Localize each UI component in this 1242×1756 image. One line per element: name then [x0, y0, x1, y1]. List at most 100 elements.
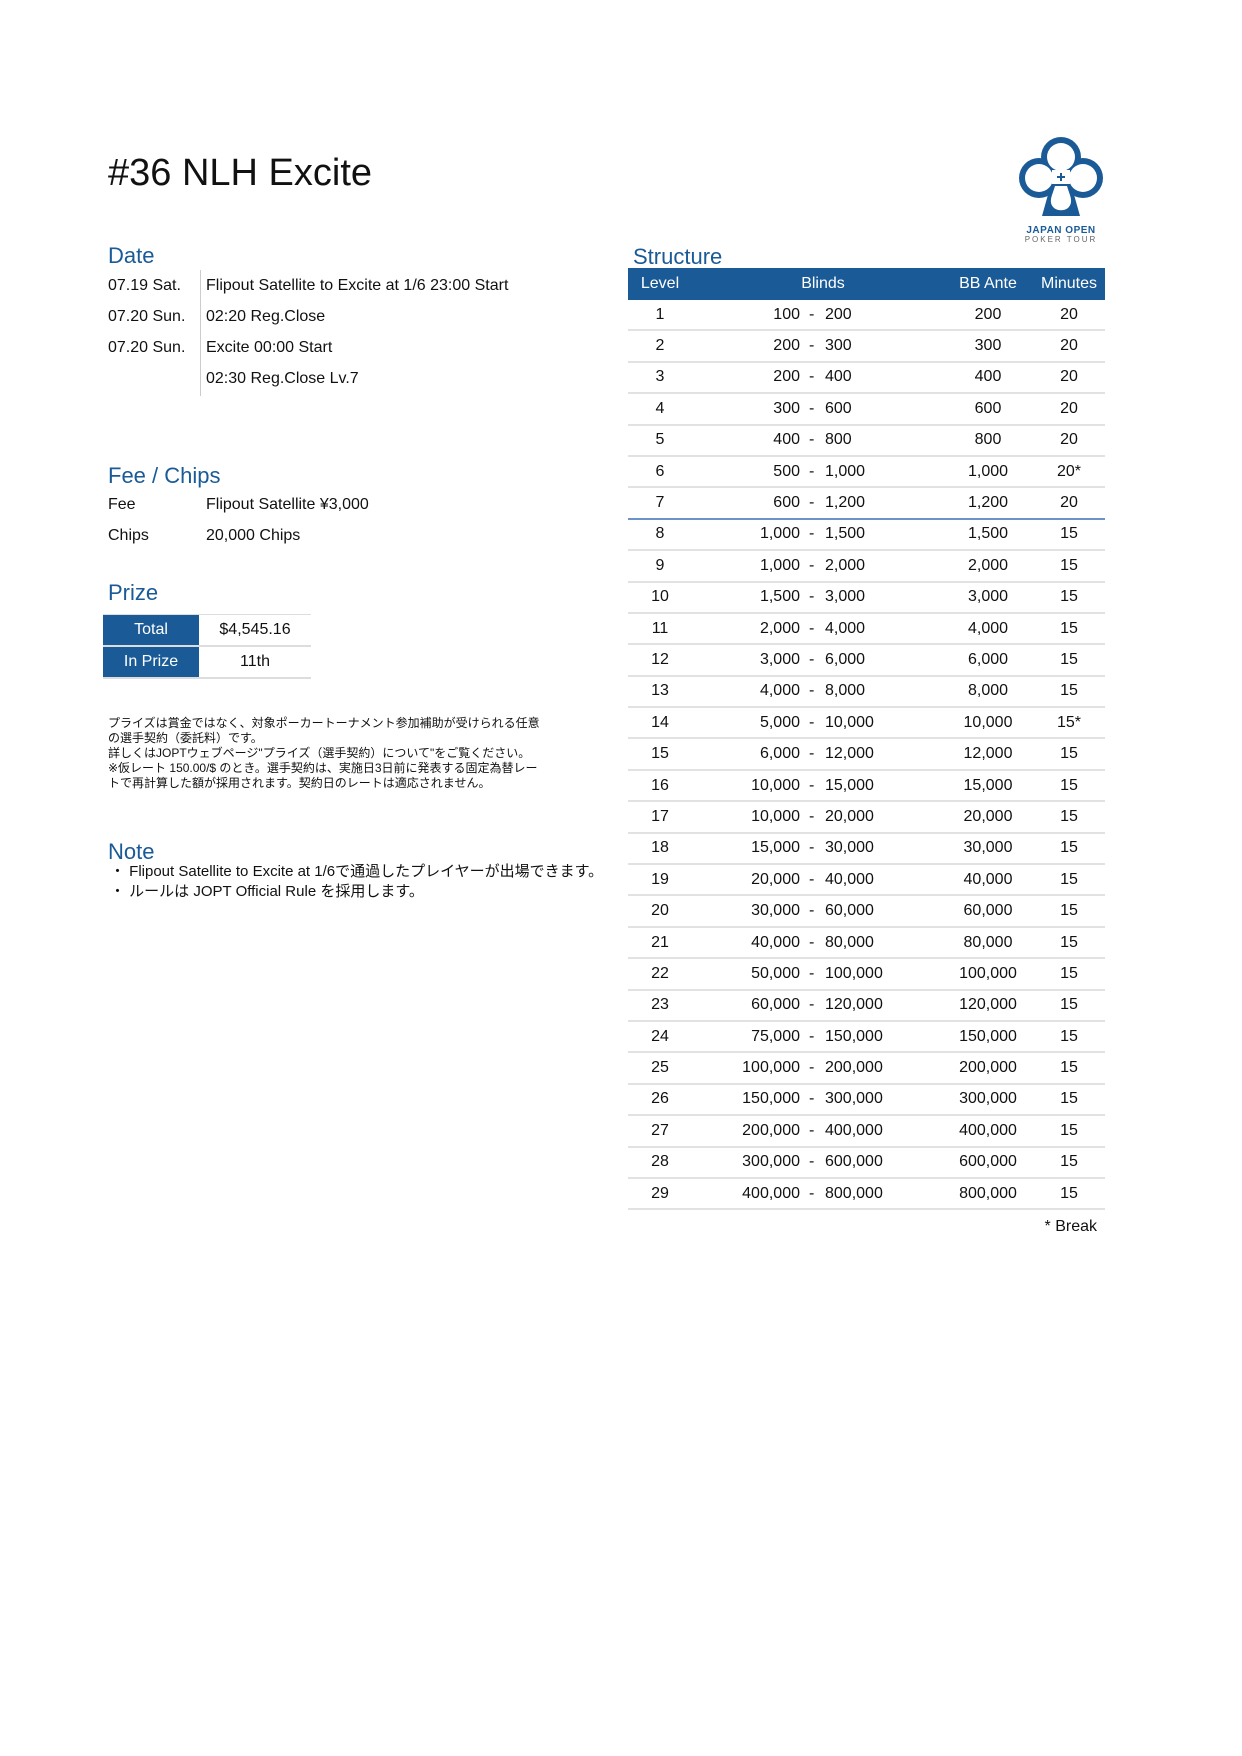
- level-cell: 14: [651, 713, 669, 731]
- ante-cell: 2,000: [967, 556, 1009, 574]
- ante-cell: 400,000: [959, 1121, 1017, 1139]
- blind-separator: -: [809, 807, 815, 825]
- big-blind-cell: 800,000: [825, 1184, 883, 1202]
- small-blind-cell: 300,000: [742, 1153, 800, 1171]
- big-blind-cell: 4,000: [825, 619, 866, 637]
- big-blind-cell: 600,000: [825, 1153, 883, 1171]
- blind-separator: -: [809, 1121, 815, 1139]
- blind-separator: -: [809, 337, 815, 355]
- ante-cell: 400: [974, 368, 1002, 386]
- minutes-cell: 15: [1060, 1153, 1078, 1171]
- big-blind-cell: 200,000: [825, 1059, 883, 1077]
- big-blind-cell: 100,000: [825, 964, 883, 982]
- structure-row: 24 75,000-150,000 150,000 15: [628, 1022, 1105, 1054]
- ante-cell: 800: [974, 431, 1002, 449]
- ante-cell: 600,000: [959, 1153, 1017, 1171]
- minutes-cell: 15: [1060, 525, 1078, 543]
- level-cell: 7: [655, 494, 665, 512]
- small-blind-cell: 400,000: [742, 1184, 800, 1202]
- blind-separator: -: [809, 964, 815, 982]
- minutes-cell: 15: [1060, 776, 1078, 794]
- chips-label: Chips: [108, 527, 149, 544]
- small-blind-cell: 200: [773, 337, 800, 355]
- minutes-cell: 15: [1060, 745, 1078, 763]
- prize-table: Total $4,545.16 In Prize 11th: [103, 614, 311, 679]
- ante-cell: 4,000: [967, 619, 1009, 637]
- blind-separator: -: [809, 1153, 815, 1171]
- small-blind-cell: 75,000: [751, 1027, 800, 1045]
- small-blind-cell: 30,000: [751, 902, 800, 920]
- structure-row: 5 400-800 800 20: [628, 426, 1105, 457]
- blind-separator: -: [809, 933, 815, 951]
- ante-cell: 200,000: [959, 1059, 1017, 1077]
- small-blind-cell: 15,000: [751, 839, 800, 857]
- minutes-cell: 15: [1060, 933, 1078, 951]
- fee-heading: Fee / Chips: [108, 463, 221, 488]
- structure-row: 9 1,000-2,000 2,000 15: [628, 551, 1105, 583]
- structure-row: 8 1,000-1,500 1,500 15: [628, 520, 1105, 552]
- big-blind-cell: 600: [825, 399, 852, 417]
- minutes-cell: 20: [1060, 305, 1078, 323]
- ante-cell: 80,000: [963, 933, 1013, 951]
- ante-cell: 15,000: [963, 776, 1013, 794]
- structure-heading: Structure: [633, 244, 723, 269]
- date-row: 07.19 Sat.: [108, 277, 181, 295]
- total-value: $4,545.16: [199, 614, 311, 647]
- prize-total-row: Total $4,545.16: [103, 614, 311, 647]
- minutes-cell: 15: [1060, 556, 1078, 574]
- structure-row: 12 3,000-6,000 6,000 15: [628, 645, 1105, 677]
- level-cell: 5: [655, 431, 665, 449]
- minutes-cell: 20: [1060, 368, 1078, 386]
- minutes-cell: 15: [1060, 588, 1078, 606]
- level-cell: 22: [651, 964, 669, 982]
- col-blinds: Blinds: [801, 275, 845, 292]
- note-item: ・ Flipout Satellite to Excite at 1/6で通過し…: [110, 863, 604, 880]
- small-blind-cell: 10,000: [751, 776, 800, 794]
- small-blind-cell: 10,000: [751, 807, 800, 825]
- level-cell: 27: [651, 1121, 669, 1139]
- structure-row: 6 500-1,000 1,000 20*: [628, 457, 1105, 489]
- big-blind-cell: 300,000: [825, 1090, 883, 1108]
- level-cell: 10: [651, 588, 669, 606]
- structure-row: 15 6,000-12,000 12,000 15: [628, 739, 1105, 771]
- ante-cell: 100,000: [959, 964, 1017, 982]
- blind-separator: -: [809, 1027, 815, 1045]
- level-cell: 17: [651, 807, 669, 825]
- structure-row: 2 200-300 300 20: [628, 331, 1105, 363]
- blind-separator: -: [809, 839, 815, 857]
- big-blind-cell: 15,000: [825, 776, 874, 794]
- disclaimer-line: 詳しくはJOPTウェブページ"プライズ（選手契約）について"をご覧ください。: [108, 746, 531, 760]
- blind-separator: -: [809, 399, 815, 417]
- ante-cell: 600: [974, 399, 1002, 417]
- big-blind-cell: 10,000: [825, 713, 874, 731]
- big-blind-cell: 3,000: [825, 588, 866, 606]
- blind-separator: -: [809, 996, 815, 1014]
- minutes-cell: 20: [1060, 399, 1078, 417]
- structure-row: 10 1,500-3,000 3,000 15: [628, 583, 1105, 614]
- structure-row: 21 40,000-80,000 80,000 15: [628, 928, 1105, 960]
- structure-row: 19 20,000-40,000 40,000 15: [628, 865, 1105, 897]
- jopt-logo: JAPAN OPEN POKER TOUR: [1018, 136, 1104, 244]
- blind-separator: -: [809, 368, 815, 386]
- minutes-cell: 15: [1060, 1121, 1078, 1139]
- ante-cell: 120,000: [959, 996, 1017, 1014]
- level-cell: 12: [651, 650, 669, 668]
- blind-separator: -: [809, 682, 815, 700]
- blind-separator: -: [809, 431, 815, 449]
- level-cell: 3: [655, 368, 665, 386]
- minutes-cell: 15: [1060, 619, 1078, 637]
- structure-row: 26 150,000-300,000 300,000 15: [628, 1085, 1105, 1117]
- big-blind-cell: 6,000: [825, 650, 866, 668]
- date-description: Excite 00:00 Start: [206, 339, 333, 356]
- structure-row: 3 200-400 400 20: [628, 363, 1105, 395]
- big-blind-cell: 30,000: [825, 839, 874, 857]
- minutes-cell: 15: [1060, 807, 1078, 825]
- small-blind-cell: 200: [773, 368, 800, 386]
- level-cell: 26: [651, 1090, 669, 1108]
- minutes-cell: 15: [1060, 1027, 1078, 1045]
- ante-cell: 1,000: [967, 462, 1009, 480]
- big-blind-cell: 300: [825, 337, 852, 355]
- level-cell: 28: [651, 1153, 669, 1171]
- level-cell: 2: [655, 337, 665, 355]
- date-value: 07.19 Sat.: [108, 277, 181, 294]
